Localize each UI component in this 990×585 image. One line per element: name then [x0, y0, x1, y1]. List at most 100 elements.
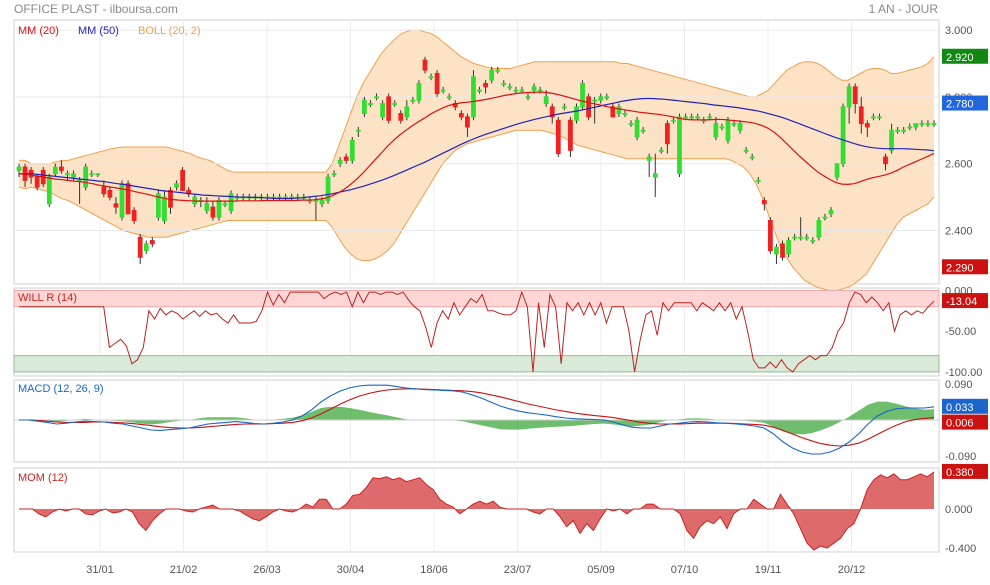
macd-signal-tag-bg: [942, 414, 988, 430]
x-tick-label: 19/11: [755, 564, 782, 576]
candle-body: [113, 203, 119, 208]
willr-tag: -13.04: [946, 296, 977, 308]
candle-body: [792, 236, 798, 239]
candle-body: [489, 69, 495, 81]
candle-body: [355, 129, 361, 132]
candle-body: [840, 106, 846, 165]
period-label: 1 AN - JOUR: [868, 2, 938, 16]
oversold-zone: [13, 355, 940, 373]
candle-body: [507, 86, 513, 89]
x-tick-label: 20/12: [838, 564, 866, 576]
candle-body: [143, 243, 149, 252]
y-tick-label: -0.400: [945, 543, 976, 555]
candle-body: [568, 119, 573, 151]
candle-body: [71, 173, 76, 178]
x-tick-label: 18/06: [420, 564, 448, 576]
candle-body: [477, 89, 482, 92]
candle-body: [786, 240, 791, 255]
candle-body: [465, 116, 470, 128]
momentum-line: [19, 471, 935, 551]
macd-value-tag: 0.033: [946, 402, 974, 414]
legend-boll: BOLL (20, 2): [138, 25, 201, 37]
legend-mm50: MM (50): [78, 25, 119, 37]
candle-body: [555, 119, 561, 155]
candle-body: [319, 199, 325, 205]
candle-body: [416, 82, 422, 101]
macd-line: [19, 384, 935, 455]
candle-body: [162, 196, 167, 222]
candle-body: [658, 149, 664, 152]
candle-body: [580, 82, 585, 108]
candle-body: [101, 186, 107, 195]
candle-body: [725, 119, 731, 141]
candle-body: [368, 103, 373, 106]
willr-line: [19, 290, 935, 373]
candle-body: [210, 206, 216, 218]
candle-body: [768, 220, 773, 252]
candle-body: [634, 119, 640, 138]
candle-body: [586, 96, 591, 118]
mom-tag-bg: [942, 463, 988, 479]
candle-body: [864, 123, 870, 128]
candle-body: [895, 129, 901, 132]
legend-mm20: MM (20): [18, 25, 59, 37]
candle-body: [616, 106, 622, 115]
candle-body: [755, 179, 761, 182]
candle-body: [458, 113, 464, 118]
candle-body: [683, 116, 688, 119]
bollinger-band-area: [19, 30, 934, 291]
price-low-tag-bg: [942, 259, 988, 275]
candle-body: [83, 166, 89, 188]
candle-body: [34, 176, 40, 188]
candle-body: [59, 166, 64, 171]
candle-body: [440, 89, 446, 92]
candle-body: [931, 123, 937, 126]
candle-body: [525, 96, 531, 99]
candle-body: [858, 106, 864, 125]
x-tick-label: 31/01: [86, 564, 114, 576]
candle-body: [737, 123, 743, 131]
candle-body: [707, 116, 713, 119]
candle-body: [689, 116, 695, 119]
candle-body: [798, 236, 804, 239]
candle-body: [652, 173, 658, 178]
y-tick-label: -0.090: [945, 451, 976, 463]
candle-body: [816, 220, 822, 238]
candle-body: [628, 123, 634, 126]
price-high-tag-bg: [942, 48, 988, 64]
candle-body: [780, 243, 785, 258]
mm20-line: [18, 91, 935, 202]
mm50-line: [19, 97, 935, 200]
candle-body: [216, 199, 222, 218]
candle-body: [501, 82, 507, 85]
candle-body: [622, 113, 628, 116]
price-high-tag: 2.920: [946, 52, 974, 64]
candle-body: [513, 89, 519, 92]
candle-body: [313, 199, 319, 202]
candle-body: [901, 129, 907, 132]
candle-body: [574, 106, 579, 121]
candle-body: [519, 89, 525, 92]
candle-body: [222, 203, 228, 206]
mom-tag: 0.380: [946, 467, 974, 479]
candle-body: [664, 123, 670, 145]
candle-body: [392, 103, 398, 106]
candle-body: [52, 166, 58, 175]
candle-body: [695, 116, 701, 119]
y-tick-label: 0.090: [945, 379, 973, 391]
x-tick-label: 30/04: [337, 564, 365, 576]
x-tick-label: 21/02: [170, 564, 198, 576]
candle-body: [483, 82, 488, 88]
candle-body: [155, 193, 161, 218]
candle-body: [604, 96, 610, 99]
candle-body: [561, 106, 567, 109]
panel-frame-3: [13, 467, 940, 553]
candle-body: [325, 176, 331, 201]
candle-body: [180, 169, 185, 191]
candle-body: [65, 173, 70, 176]
candle-body: [907, 126, 913, 129]
y-tick-label: 2.600: [945, 159, 973, 171]
candle-body: [822, 216, 828, 219]
